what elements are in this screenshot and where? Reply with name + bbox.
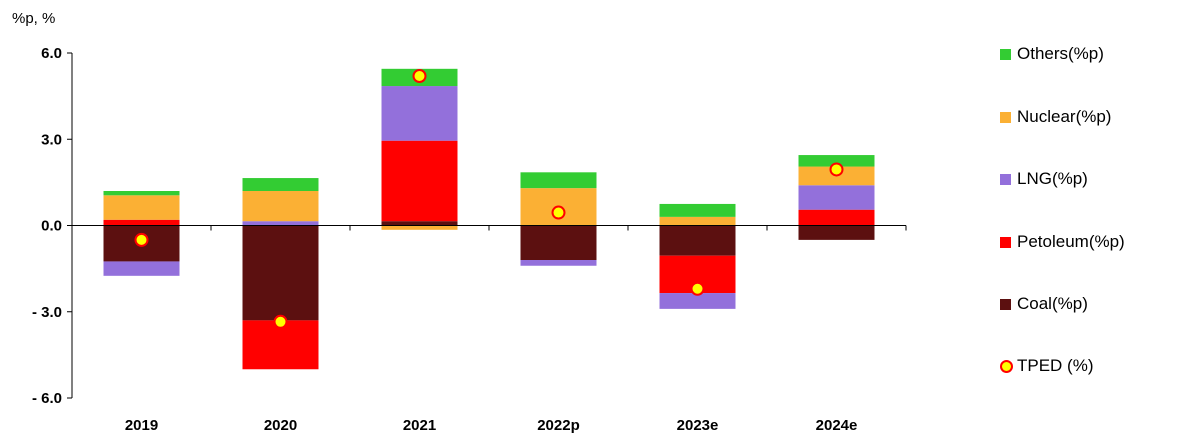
- legend-item-nuclear: Nuclear(%p): [1000, 107, 1111, 127]
- tped-point-2021: [412, 69, 427, 83]
- tped-point-2023e: [690, 281, 705, 296]
- legend-marker-tped: [1000, 359, 1013, 373]
- tped-point-2019: [134, 232, 149, 247]
- bar-2021-series-2: [381, 86, 458, 141]
- y-tick-label: 6.0: [41, 45, 62, 62]
- y-tick-label: - 3.0: [32, 304, 62, 321]
- bar-2024e-series-4: [798, 155, 875, 167]
- bar-2020-series-4: [242, 178, 319, 191]
- y-axis-unit-label: %p, %: [12, 10, 56, 27]
- legend-swatch-others: [1000, 48, 1011, 60]
- y-tick-label: 0.0: [41, 218, 62, 235]
- x-tick-label-2024e: 2024e: [816, 417, 858, 434]
- bar-2023e-series-0: [659, 225, 736, 256]
- bar-2022p-series-4: [520, 172, 597, 189]
- bar-2023e-series-2: [659, 293, 736, 309]
- legend-swatch-petroleum: [1000, 236, 1011, 248]
- axes-layer: 6.0 3.0 0.0 - 3.0 - 6.0 2019 2020 2021 2022p 2023…: [32, 45, 907, 434]
- bar-2023e-series-3: [659, 216, 736, 226]
- bar-2021-series-0: [381, 221, 458, 226]
- legend-label-tped: TPED (%): [1017, 356, 1094, 375]
- x-tick-label-2022p: 2022p: [537, 417, 580, 434]
- legend-label-nuclear: Nuclear(%p): [1017, 107, 1112, 126]
- legend-item-petroleum: Petoleum(%p): [1000, 232, 1125, 252]
- bar-2019-series-2: [103, 261, 180, 276]
- bar-2024e-series-1: [798, 209, 875, 226]
- legend-swatch-coal: [1000, 298, 1011, 310]
- bar-2022p-series-2: [520, 260, 597, 266]
- legend-swatch-lng: [1000, 173, 1011, 185]
- bar-2024e-series-0: [798, 225, 875, 240]
- legend-label-coal: Coal(%p): [1017, 294, 1088, 313]
- bar-2023e-series-4: [659, 203, 736, 217]
- bar-layer: [103, 68, 875, 370]
- legend-item-coal: Coal(%p): [1000, 294, 1088, 314]
- bar-2020-series-2: [242, 221, 319, 226]
- bar-2020-series-0: [242, 225, 319, 321]
- x-tick-label-2019: 2019: [125, 417, 158, 434]
- x-tick-label-2020: 2020: [264, 417, 297, 434]
- tped-point-2024e: [829, 162, 844, 177]
- bar-2024e-series-2: [798, 185, 875, 210]
- bar-2019-series-4: [103, 191, 180, 196]
- legend-label-petroleum: Petoleum(%p): [1017, 232, 1125, 251]
- legend-item-others: Others(%p): [1000, 44, 1104, 64]
- y-tick-label: - 6.0: [32, 390, 62, 407]
- bar-2019-series-1: [103, 219, 180, 226]
- legend-item-tped: TPED (%): [1000, 356, 1094, 376]
- x-tick-label-2021: 2021: [403, 417, 436, 434]
- bar-2021-series-1: [381, 140, 458, 222]
- legend-swatch-nuclear: [1000, 111, 1011, 123]
- tped-marker-layer: [134, 69, 844, 329]
- tped-point-2022p: [551, 205, 566, 220]
- bar-2019-series-3: [103, 195, 180, 220]
- x-tick-label-2023e: 2023e: [677, 417, 719, 434]
- tped-point-2020: [273, 314, 288, 329]
- legend-label-others: Others(%p): [1017, 44, 1104, 63]
- y-tick-label: 3.0: [41, 131, 62, 148]
- bar-2022p-series-0: [520, 225, 597, 260]
- bar-2020-series-3: [242, 191, 319, 222]
- legend-label-lng: LNG(%p): [1017, 169, 1088, 188]
- bar-2021-series-3: [381, 225, 458, 230]
- legend-item-lng: LNG(%p): [1000, 169, 1088, 189]
